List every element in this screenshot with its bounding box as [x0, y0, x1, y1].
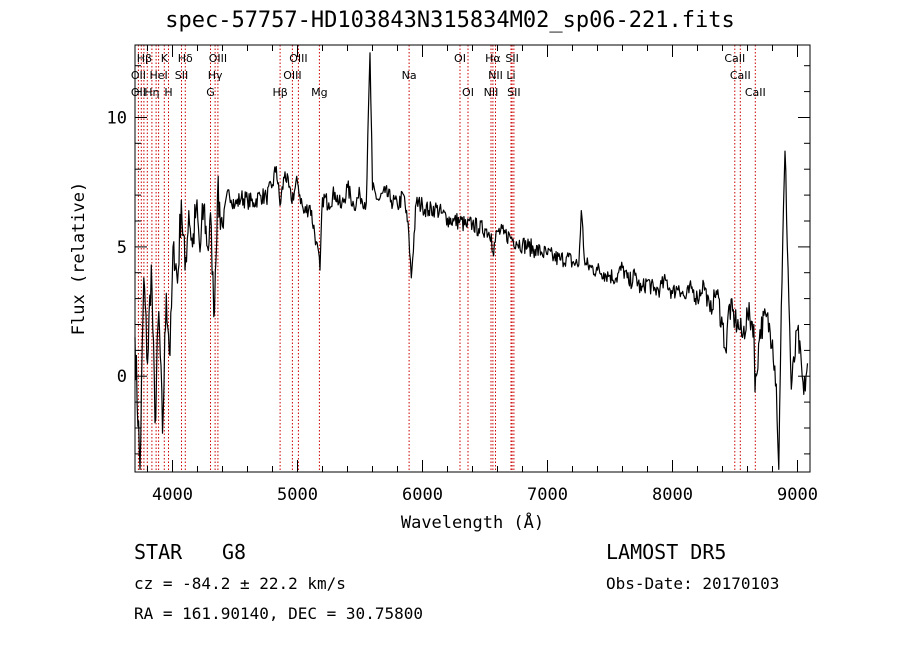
line-marker-label: OIII — [289, 52, 307, 65]
line-marker-label: Hη — [144, 86, 159, 99]
object-class: STAR — [134, 540, 183, 564]
y-tick-label: 10 — [107, 109, 127, 129]
line-marker-label: OI — [454, 52, 466, 65]
x-axis-label: Wavelength (Å) — [401, 511, 544, 533]
line-marker-label: CaII — [724, 52, 745, 65]
line-markers — [137, 45, 756, 472]
line-marker-label: Hδ — [178, 52, 193, 65]
line-marker-label: H — [164, 86, 172, 99]
line-marker-label: Hγ — [208, 69, 223, 82]
line-marker-label: G — [206, 86, 215, 99]
line-marker-label: Li — [506, 69, 515, 82]
sky-coordinates: RA = 161.90140, DEC = 30.75800 — [134, 604, 423, 623]
y-axis-label: Flux (relative) — [69, 182, 89, 336]
y-axis: 0 5 10 — [107, 65, 810, 455]
line-marker-label: OII — [131, 69, 146, 82]
line-marker-label: Mg — [311, 86, 327, 99]
line-marker-label: SII — [505, 52, 518, 65]
y-tick-label: 5 — [117, 238, 127, 258]
line-marker-label: Hα — [485, 52, 501, 65]
line-marker-label: K — [161, 52, 169, 65]
x-tick-label: 6000 — [402, 485, 443, 505]
observation-date: Obs-Date: 20170103 — [606, 574, 780, 593]
x-tick-label: 4000 — [152, 485, 193, 505]
redshift-velocity: cz = -84.2 ± 22.2 km/s — [134, 574, 346, 593]
line-marker-label: SII — [175, 69, 188, 82]
line-marker-label: CaII — [745, 86, 766, 99]
x-tick-label: 9000 — [777, 485, 818, 505]
chart-title: spec-57757-HD103843N315834M02_sp06-221.f… — [165, 8, 735, 33]
x-axis: 4000 5000 6000 7000 8000 9000 — [147, 45, 818, 505]
line-marker-label: HeI — [149, 69, 167, 82]
line-marker-label: OI — [462, 86, 474, 99]
line-marker-label: Hβ — [137, 52, 152, 65]
plot-frame — [134, 44, 811, 473]
object-subclass: G8 — [222, 540, 247, 564]
line-marker-label: Hβ — [272, 86, 287, 99]
line-marker-labels: Hβ K Hδ OIII OIII OI Hα SII CaII OII HeI SII Hγ OIII N… — [131, 52, 766, 99]
y-tick-label: 0 — [117, 367, 127, 387]
line-marker-label: OIII — [283, 69, 301, 82]
x-tick-label: 5000 — [277, 485, 318, 505]
line-marker-label: NII — [488, 69, 503, 82]
line-marker-label: OIII — [209, 52, 227, 65]
line-marker-label: Na — [402, 69, 417, 82]
line-marker-label: CaII — [730, 69, 751, 82]
line-marker-label: SII — [507, 86, 520, 99]
line-marker-label: NII — [484, 86, 499, 99]
x-tick-label: 7000 — [527, 485, 568, 505]
x-tick-label: 8000 — [652, 485, 693, 505]
survey-name: LAMOST DR5 — [606, 540, 727, 564]
spectrum-line — [134, 52, 809, 470]
